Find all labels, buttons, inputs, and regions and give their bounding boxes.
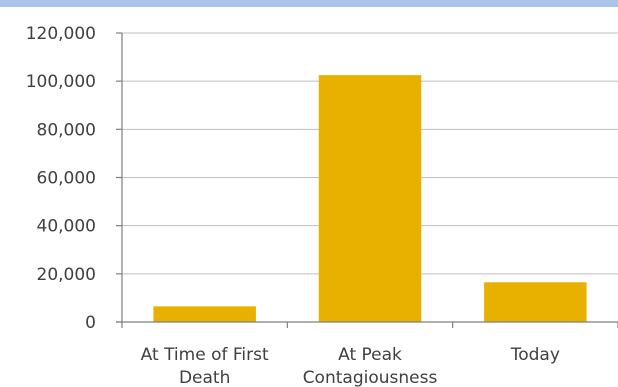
y-tick-label: 100,000	[26, 72, 96, 92]
top-band	[0, 0, 618, 7]
bars	[153, 75, 587, 322]
x-category-label: At Time of First Death	[141, 345, 269, 387]
y-axis-ticks: 0 20,000 40,000 60,000 80,000 100,000 120,000	[26, 24, 96, 333]
y-tick-label: 40,000	[37, 217, 96, 237]
bar	[318, 75, 422, 322]
x-category-label: Today	[510, 345, 560, 365]
y-tick-label: 0	[85, 313, 96, 333]
x-axis-labels: At Time of First Death At Peak Contagiousne…	[141, 345, 560, 387]
x-category-label: At Peak Contagiousness	[303, 345, 438, 387]
y-tick-label: 80,000	[37, 120, 96, 140]
y-tick-label: 120,000	[26, 24, 96, 44]
y-tick-label: 60,000	[37, 169, 96, 189]
axes	[116, 32, 618, 328]
y-tick-label: 20,000	[37, 265, 96, 285]
bar	[153, 306, 256, 322]
bar	[484, 282, 587, 322]
